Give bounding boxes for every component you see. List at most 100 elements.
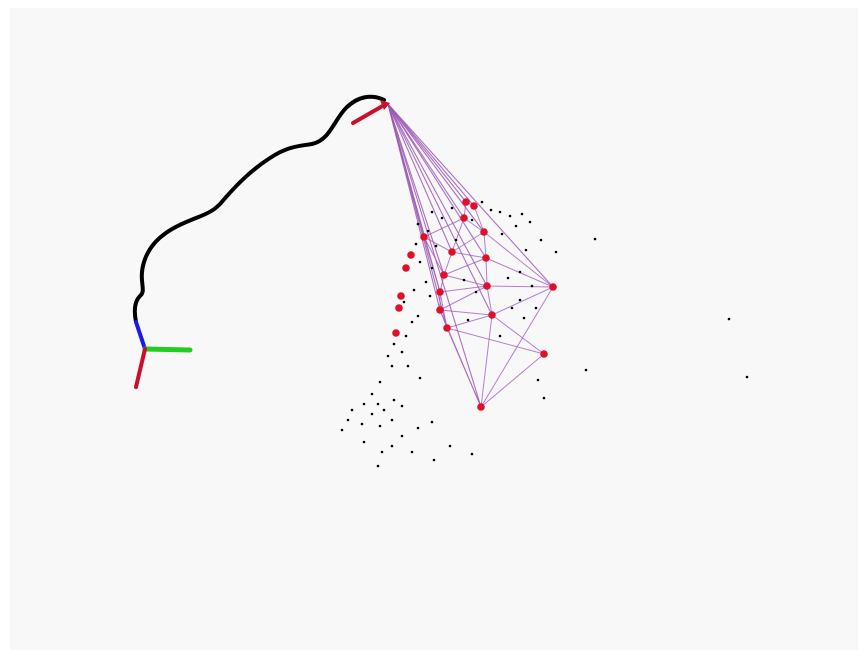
frustum-ray bbox=[387, 103, 488, 287]
map-point bbox=[376, 402, 380, 406]
landmark-point bbox=[420, 233, 428, 241]
map-point bbox=[554, 250, 558, 254]
map-point bbox=[434, 244, 438, 248]
mesh-edge bbox=[491, 314, 545, 355]
map-point bbox=[406, 364, 410, 368]
map-point bbox=[745, 375, 749, 379]
mesh-edge bbox=[446, 314, 493, 329]
camera-arrow-icon bbox=[351, 100, 390, 125]
landmark-point bbox=[402, 264, 410, 272]
map-point bbox=[390, 418, 394, 422]
landmark-point bbox=[483, 282, 491, 290]
map-point bbox=[430, 210, 434, 214]
frustum-ray bbox=[387, 103, 554, 288]
map-point bbox=[416, 314, 420, 318]
map-point bbox=[593, 237, 597, 241]
map-point bbox=[430, 266, 434, 270]
map-point bbox=[418, 376, 422, 380]
map-point bbox=[520, 212, 524, 216]
map-point bbox=[382, 408, 386, 412]
3d-canvas-background[interactable] bbox=[10, 8, 858, 650]
landmark-point bbox=[470, 202, 478, 210]
map-point bbox=[584, 368, 588, 372]
mesh-edge bbox=[473, 205, 485, 233]
axis-x-line bbox=[134, 347, 147, 389]
map-point bbox=[400, 350, 404, 354]
map-point bbox=[518, 298, 522, 302]
frustum-ray bbox=[387, 103, 493, 316]
map-point bbox=[410, 450, 414, 454]
mesh-edge bbox=[451, 231, 485, 253]
landmark-point bbox=[392, 329, 400, 337]
landmark-point bbox=[436, 306, 444, 314]
map-point bbox=[416, 222, 420, 226]
map-point bbox=[414, 242, 418, 246]
mesh-edge bbox=[443, 251, 453, 276]
mesh-edge bbox=[443, 257, 487, 276]
landmark-point bbox=[477, 403, 485, 411]
mesh-edge bbox=[423, 236, 445, 276]
mesh-edge bbox=[423, 236, 453, 253]
landmark-point bbox=[407, 251, 415, 259]
frustum-ray bbox=[387, 103, 475, 207]
map-point bbox=[539, 238, 543, 242]
landmark-point bbox=[480, 228, 488, 236]
map-point bbox=[518, 270, 522, 274]
map-point bbox=[530, 284, 534, 288]
map-point bbox=[542, 396, 546, 400]
map-point bbox=[448, 444, 452, 448]
map-point bbox=[380, 450, 384, 454]
map-point bbox=[498, 210, 502, 214]
axis-y-line bbox=[142, 346, 193, 353]
map-point bbox=[450, 206, 454, 210]
landmark-point bbox=[436, 288, 444, 296]
mesh-edge bbox=[443, 274, 488, 287]
map-point bbox=[428, 294, 432, 298]
map-point bbox=[410, 320, 414, 324]
mesh-edge bbox=[439, 309, 493, 316]
map-point bbox=[390, 364, 394, 368]
landmark-point bbox=[549, 283, 557, 291]
map-point bbox=[528, 220, 532, 224]
map-point bbox=[346, 418, 350, 422]
map-point bbox=[534, 306, 538, 310]
map-point bbox=[536, 378, 540, 382]
frustum-ray bbox=[387, 103, 485, 233]
frustum-ray bbox=[387, 103, 453, 253]
landmark-points bbox=[392, 198, 557, 411]
sparse-map-points bbox=[340, 200, 749, 468]
landmark-point bbox=[488, 311, 496, 319]
map-point bbox=[474, 290, 478, 294]
mesh-edge bbox=[463, 217, 485, 233]
mesh-edge bbox=[483, 231, 487, 259]
map-point bbox=[362, 402, 366, 406]
map-point bbox=[462, 278, 466, 282]
landmark-point bbox=[448, 248, 456, 256]
map-point bbox=[402, 300, 406, 304]
map-point bbox=[360, 422, 364, 426]
landmark-point bbox=[397, 292, 405, 300]
map-point bbox=[404, 334, 408, 338]
map-point bbox=[400, 404, 404, 408]
frustum-ray bbox=[387, 103, 482, 408]
landmark-point bbox=[395, 304, 403, 312]
map-point bbox=[378, 424, 382, 428]
mesh-edge bbox=[480, 353, 545, 408]
map-point bbox=[454, 238, 458, 242]
map-point bbox=[430, 420, 434, 424]
mesh-edge bbox=[485, 257, 488, 287]
map-point bbox=[500, 232, 504, 236]
map-point bbox=[400, 434, 404, 438]
map-point bbox=[489, 208, 493, 212]
map-point bbox=[370, 412, 374, 416]
map-point bbox=[386, 354, 390, 358]
map-point bbox=[426, 229, 430, 233]
map-point bbox=[510, 306, 514, 310]
map-point bbox=[470, 452, 474, 456]
mesh-edge bbox=[439, 285, 488, 293]
frustum-ray bbox=[387, 103, 487, 259]
camera-trajectory-path bbox=[132, 94, 386, 324]
map-point bbox=[416, 426, 420, 430]
